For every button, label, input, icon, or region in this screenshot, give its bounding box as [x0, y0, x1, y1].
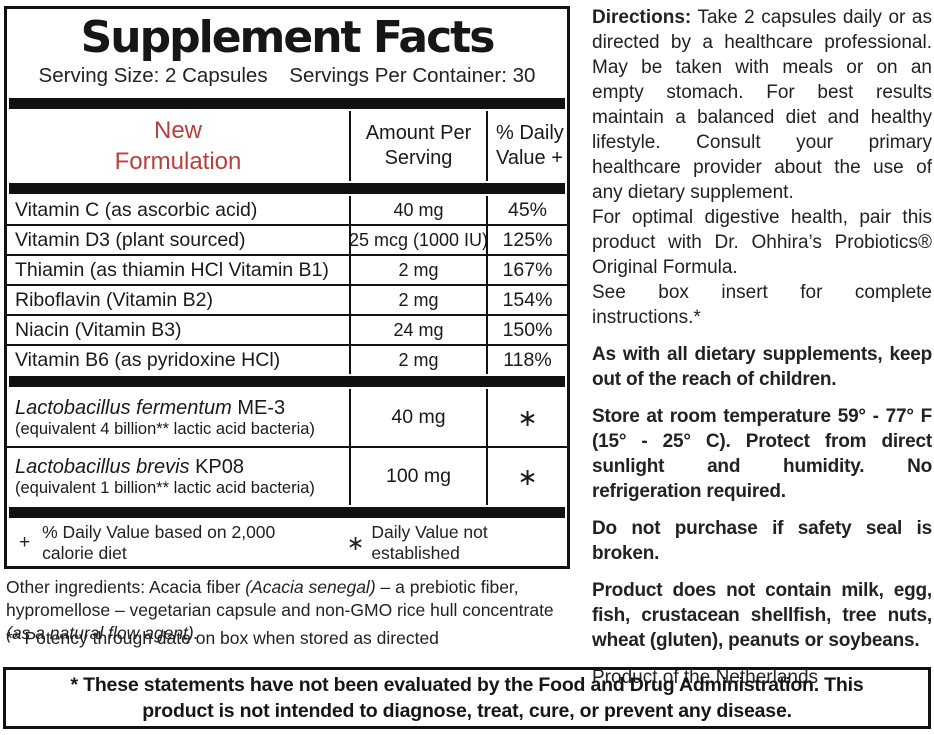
info-paragraph: For optimal digestive health, pair this …	[592, 207, 932, 278]
info-paragraph: Store at room temperature 59° - 77° F (1…	[592, 406, 932, 502]
panel-title: Supplement Facts	[80, 12, 496, 63]
section-divider-bar	[9, 507, 565, 519]
nutrient-dv: 118%	[486, 346, 567, 375]
supplement-facts-panel: Supplement Facts Serving Size: 2 Capsule…	[4, 6, 570, 570]
nutrient-amount: 2 mg	[349, 256, 486, 285]
nutrient-name: Vitamin B6 (as pyridoxine HCl)	[15, 348, 281, 371]
vitamin-rows: Vitamin C (as ascorbic acid) 40 mg 45% V…	[7, 196, 567, 375]
section-divider-bar	[9, 98, 565, 110]
probiotic-name-line: Lactobacillus fermentum ME-3	[15, 396, 286, 419]
info-paragraph: Do not purchase if safety seal is broken…	[592, 518, 932, 564]
table-row: Vitamin B6 (as pyridoxine HCl) 2 mg 118%	[7, 344, 567, 375]
nutrient-amount: 25 mcg (1000 IU)	[349, 226, 488, 255]
probiotic-detail: (equivalent 1 billion** lactic acid bact…	[15, 478, 315, 497]
probiotic-name: Lactobacillus fermentum ME-3 (equivalent…	[7, 389, 349, 446]
nutrient-name: Riboflavin (Vitamin B2)	[15, 288, 213, 311]
info-paragraph: Product of the Netherlands	[592, 667, 819, 688]
nutrient-amount: 24 mg	[349, 316, 486, 345]
footnote-dv-text: % Daily Value based on 2,000 calorie die…	[42, 522, 276, 564]
serving-size: Serving Size: 2 Capsules	[38, 64, 268, 88]
nutrient-amount: 2 mg	[349, 346, 486, 375]
plus-symbol: +	[19, 532, 31, 554]
directions-column: Directions: Take 2 capsules daily or as …	[592, 5, 932, 690]
info-paragraph: Product does not contain milk, egg, fish…	[592, 580, 932, 651]
table-row: Lactobacillus brevis KP08 (equivalent 1 …	[7, 446, 567, 506]
fda-disclaimer-box: * These statements have not been evaluat…	[3, 667, 931, 729]
probiotic-amount: 40 mg	[349, 389, 486, 447]
probiotic-dv: ∗	[486, 389, 567, 447]
other-ingredients-part: (as a natural flow agent).	[6, 623, 199, 643]
header-cell-formulation: New Formulation	[7, 111, 349, 181]
fda-disclaimer-text: * These statements have not been evaluat…	[70, 674, 864, 722]
nutrient-dv: 167%	[486, 256, 567, 285]
info-paragraph: As with all dietary supplements, keep ou…	[592, 344, 932, 390]
asterisk-symbol: ∗	[346, 531, 365, 556]
other-ingredients-part: Other ingredients: Acacia fiber	[6, 577, 246, 597]
probiotic-amount: 100 mg	[349, 448, 486, 506]
table-row: Lactobacillus fermentum ME-3 (equivalent…	[7, 389, 567, 447]
other-ingredients-part: (Acacia senegal)	[245, 577, 376, 597]
nutrient-name: Thiamin (as thiamin HCl Vitamin B1)	[15, 258, 329, 281]
probiotic-rows: Lactobacillus fermentum ME-3 (equivalent…	[7, 389, 567, 506]
table-header-row: New Formulation Amount Per Serving % Dai…	[7, 111, 567, 182]
probiotic-name-line: Lactobacillus brevis KP08	[15, 455, 245, 478]
serving-info: Serving Size: 2 Capsules Servings Per Co…	[11, 64, 563, 88]
nutrient-name: Vitamin C (as ascorbic acid)	[15, 198, 258, 221]
nutrient-dv: 125%	[486, 226, 567, 255]
info-paragraph: Directions: Take 2 capsules daily or as …	[592, 7, 932, 203]
table-row: Vitamin C (as ascorbic acid) 40 mg 45%	[7, 196, 567, 225]
probiotic-dv: ∗	[486, 448, 567, 506]
nutrient-name: Niacin (Vitamin B3)	[15, 318, 182, 341]
table-row: Riboflavin (Vitamin B2) 2 mg 154%	[7, 284, 567, 315]
info-paragraph: See box insert for complete instructions…	[592, 282, 932, 328]
table-row: Vitamin D3 (plant sourced) 25 mcg (1000 …	[7, 224, 567, 255]
new-formulation-line2: Formulation	[114, 148, 242, 176]
probiotic-name: Lactobacillus brevis KP08 (equivalent 1 …	[7, 448, 349, 505]
section-divider-bar	[9, 183, 565, 195]
probiotic-detail: (equivalent 4 billion** lactic acid bact…	[15, 419, 315, 438]
daily-value-footnote: + % Daily Value based on 2,000 calorie d…	[7, 520, 567, 566]
servings-per-container: Servings Per Container: 30	[289, 64, 536, 88]
table-row: Thiamin (as thiamin HCl Vitamin B1) 2 mg…	[7, 254, 567, 285]
footnote-established-text: Daily Value not established	[371, 522, 488, 564]
table-row: Niacin (Vitamin B3) 24 mg 150%	[7, 314, 567, 345]
new-formulation-label: New Formulation	[115, 115, 242, 177]
panel-header: Supplement Facts Serving Size: 2 Capsule…	[7, 9, 567, 96]
paragraph-lead: Directions:	[592, 7, 692, 28]
nutrient-dv: 150%	[486, 316, 567, 345]
section-divider-bar	[9, 376, 565, 388]
nutrient-amount: 2 mg	[349, 286, 486, 315]
nutrient-dv: 154%	[486, 286, 567, 315]
header-cell-dv: % Daily Value +	[486, 111, 567, 182]
nutrient-amount: 40 mg	[349, 196, 486, 225]
header-cell-amount: Amount Per Serving	[349, 111, 486, 182]
other-ingredients-part: – a prebiotic fiber, hypromellose – vege…	[6, 577, 554, 620]
nutrient-dv: 45%	[486, 196, 567, 225]
nutrient-name: Vitamin D3 (plant sourced)	[15, 228, 246, 251]
potency-note: ** Potency through date on box when stor…	[6, 628, 439, 648]
other-ingredients-text: Other ingredients: Acacia fiber (Acacia …	[6, 576, 572, 645]
new-formulation-line1: New	[153, 117, 202, 144]
